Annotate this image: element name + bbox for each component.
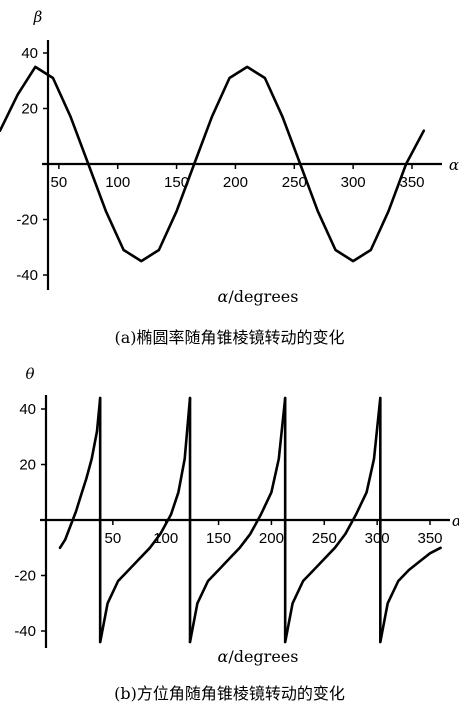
data-line-segment-0 — [0, 65, 426, 263]
data-line-segment-3 — [283, 396, 382, 644]
x-axis-title-var: α — [218, 287, 229, 306]
x-axis-end-label: α — [452, 512, 459, 530]
x-tick-label: 50 — [105, 530, 122, 547]
y-tick-label: -20 — [14, 568, 36, 585]
data-line-segment-2 — [188, 396, 287, 644]
caption-a: (a)椭圆率随角锥棱镜转动的变化 — [114, 328, 345, 347]
caption-b: (b)方位角随角锥棱镜转动的变化 — [114, 684, 345, 703]
x-tick-label: 350 — [399, 174, 424, 191]
x-axis-title: α/degrees — [218, 287, 299, 306]
x-tick-label: 150 — [164, 174, 189, 191]
y-tick-label: 40 — [19, 401, 36, 418]
x-tick-label: 250 — [282, 174, 307, 191]
data-line-segment-1 — [98, 396, 192, 644]
y-tick-label: 20 — [21, 101, 38, 118]
x-tick-label: 250 — [312, 530, 337, 547]
x-tick-label: 200 — [259, 530, 284, 547]
x-axis-end-label: α — [449, 156, 459, 174]
x-tick-label: 200 — [223, 174, 248, 191]
y-axis-label: θ — [25, 365, 34, 383]
x-tick-label: 100 — [105, 174, 130, 191]
x-tick-label: 150 — [206, 530, 231, 547]
y-tick-label: 40 — [21, 45, 38, 62]
x-tick-label: 300 — [365, 530, 390, 547]
x-axis-title: α/degrees — [218, 647, 299, 666]
x-tick-label: 300 — [341, 174, 366, 191]
x-axis-title-unit: /degrees — [228, 287, 298, 306]
y-tick-label: 20 — [19, 457, 36, 474]
chart-a-ellipticity: 50 100 150 200 250 300 3504020-20-40βαα/degree… — [0, 8, 459, 306]
data-line-segment-0 — [58, 396, 102, 550]
y-tick-label: -40 — [16, 267, 38, 284]
y-tick-label: -40 — [14, 623, 36, 640]
x-tick-label: 350 — [417, 530, 442, 547]
y-tick-label: -20 — [16, 212, 38, 229]
x-tick-label: 50 — [51, 174, 68, 191]
y-axis-label: β — [33, 8, 43, 26]
data-line-segment-4 — [378, 546, 442, 644]
x-axis-title-unit: /degrees — [228, 647, 298, 666]
x-axis-title-var: α — [218, 647, 229, 666]
chart-b-azimuth: 501001502002503003504020-20-40θαα/degree… — [14, 365, 459, 666]
